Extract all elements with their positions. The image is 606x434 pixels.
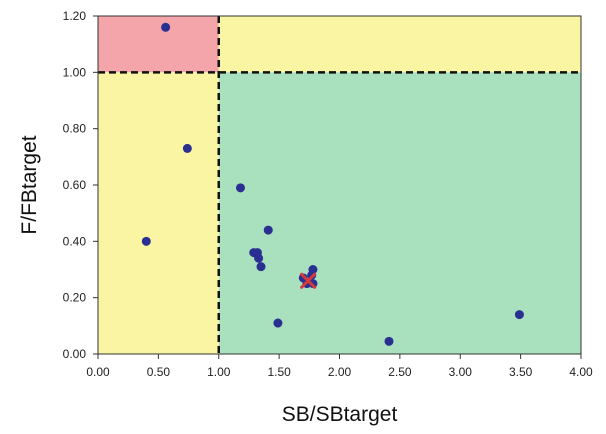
highlight-x-marker xyxy=(300,272,317,289)
data-point xyxy=(235,183,245,193)
y-axis-title: F/FBtarget xyxy=(18,135,41,234)
x-tick-label: 1.00 xyxy=(207,365,231,379)
y-tick-label: 0.60 xyxy=(63,178,87,192)
x-tick-label: 1.50 xyxy=(267,365,291,379)
y-tick-label: 0.40 xyxy=(63,234,87,248)
y-tick-label: 0.80 xyxy=(63,122,87,136)
y-tick-label: 0.20 xyxy=(63,291,87,305)
x-tick-label: 3.50 xyxy=(509,365,533,379)
y-tick-label: 0.00 xyxy=(63,347,87,361)
y-tick-label: 1.20 xyxy=(63,9,87,23)
data-point xyxy=(263,225,273,235)
x-tick-label: 0.50 xyxy=(147,365,171,379)
data-point xyxy=(308,265,318,274)
regions-layer xyxy=(98,16,581,354)
region-0 xyxy=(98,16,219,73)
data-point xyxy=(161,22,171,32)
data-point xyxy=(254,253,264,263)
x-tick-label: 2.50 xyxy=(388,365,412,379)
x-tick-label: 3.00 xyxy=(449,365,473,379)
x-axis-title: SB/SBtarget xyxy=(282,403,398,426)
x-tick-label: 4.00 xyxy=(569,365,593,379)
x-tick-label: 0.00 xyxy=(86,365,110,379)
data-point xyxy=(141,236,151,246)
region-2 xyxy=(98,72,219,354)
data-point xyxy=(384,336,394,346)
highlight-x-stroke xyxy=(300,272,317,289)
highlight-layer xyxy=(300,272,317,289)
region-3 xyxy=(218,72,581,354)
data-point xyxy=(256,262,266,272)
x-tick-label: 2.00 xyxy=(328,365,352,379)
data-point xyxy=(273,318,283,328)
ticks-layer: 0.00 0.50 1.00 1.50 2.00 2.50 3.00 3.50 4.00 0.00… xyxy=(63,9,593,379)
reference-lines-layer xyxy=(98,16,581,354)
region-1 xyxy=(218,16,581,73)
data-point xyxy=(514,310,524,320)
data-point xyxy=(182,143,192,153)
y-tick-label: 1.00 xyxy=(63,65,87,79)
